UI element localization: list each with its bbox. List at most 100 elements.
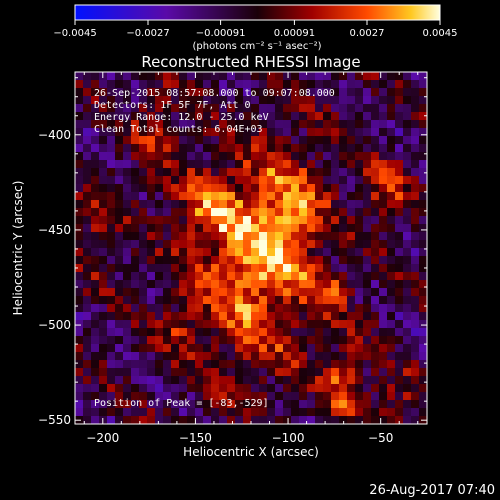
heatmap-cell: [283, 168, 292, 177]
heatmap-cell: [379, 320, 388, 329]
heatmap-cell: [371, 200, 380, 209]
heatmap-cell: [131, 400, 140, 409]
heatmap-cell: [235, 120, 244, 129]
heatmap-cell: [219, 120, 228, 129]
heatmap-cell: [203, 416, 212, 424]
heatmap-cell: [307, 120, 316, 129]
heatmap-cell: [139, 248, 148, 257]
heatmap-cell: [411, 376, 420, 385]
heatmap-cell: [323, 208, 332, 217]
heatmap-cell: [363, 232, 372, 241]
heatmap-cell: [251, 112, 260, 121]
heatmap-cell: [123, 240, 132, 249]
heatmap-cell: [155, 248, 164, 257]
heatmap-cell: [419, 72, 427, 81]
heatmap-cell: [259, 208, 268, 217]
heatmap-cell: [275, 272, 284, 281]
heatmap-cell: [331, 152, 340, 161]
heatmap-cell: [99, 336, 108, 345]
heatmap-cell: [155, 320, 164, 329]
heatmap-cell: [203, 296, 212, 305]
heatmap-cell: [123, 96, 132, 105]
heatmap-cell: [91, 144, 100, 153]
heatmap-cell: [91, 264, 100, 273]
heatmap-cell: [203, 360, 212, 369]
heatmap-cell: [211, 88, 220, 97]
heatmap-cell: [371, 80, 380, 89]
heatmap-cell: [331, 80, 340, 89]
heatmap-cell: [339, 80, 348, 89]
heatmap-cell: [195, 136, 204, 145]
colorbar-label: (photons cm⁻² s⁻¹ asec⁻²): [192, 41, 321, 52]
heatmap-cell: [323, 312, 332, 321]
heatmap-cell: [323, 176, 332, 185]
heatmap-cell: [75, 248, 84, 257]
heatmap-cell: [171, 408, 180, 417]
heatmap-cell: [171, 352, 180, 361]
heatmap-cell: [331, 248, 340, 257]
heatmap-cell: [91, 200, 100, 209]
heatmap-cell: [331, 288, 340, 297]
heatmap-cell: [315, 256, 324, 265]
heatmap-cell: [179, 96, 188, 105]
heatmap-cell: [227, 240, 236, 249]
heatmap-cell: [347, 344, 356, 353]
heatmap-cell: [307, 312, 316, 321]
heatmap-cell: [403, 264, 412, 273]
heatmap-cell: [411, 208, 420, 217]
heatmap-cell: [267, 176, 276, 185]
heatmap-cell: [155, 224, 164, 233]
heatmap-cell: [403, 384, 412, 393]
heatmap-cell: [187, 400, 196, 409]
heatmap-cell: [195, 168, 204, 177]
heatmap-cell: [283, 248, 292, 257]
heatmap-cell: [395, 296, 404, 305]
heatmap-cell: [235, 160, 244, 169]
heatmap-cell: [387, 344, 396, 353]
heatmap-cell: [235, 224, 244, 233]
heatmap-cell: [291, 256, 300, 265]
heatmap-cell: [259, 224, 268, 233]
heatmap-cell: [99, 120, 108, 129]
heatmap-cell: [187, 408, 196, 417]
heatmap-cell: [283, 336, 292, 345]
heatmap-cell: [123, 192, 132, 201]
heatmap-cell: [387, 312, 396, 321]
heatmap-cell: [259, 248, 268, 257]
heatmap-cell: [235, 408, 244, 417]
heatmap-cell: [227, 184, 236, 193]
heatmap-cell: [339, 88, 348, 97]
heatmap-cell: [123, 184, 132, 193]
heatmap-cell: [203, 264, 212, 273]
heatmap-cell: [123, 136, 132, 145]
heatmap-cell: [83, 88, 92, 97]
heatmap-cell: [211, 304, 220, 313]
heatmap-cell: [267, 320, 276, 329]
heatmap-cell: [147, 344, 156, 353]
heatmap-cell: [219, 320, 228, 329]
heatmap-cell: [83, 120, 92, 129]
heatmap-cell: [331, 176, 340, 185]
heatmap-cell: [155, 344, 164, 353]
heatmap-cell: [339, 408, 348, 417]
heatmap-cell: [387, 168, 396, 177]
heatmap-cell: [171, 328, 180, 337]
heatmap-cell: [395, 112, 404, 121]
heatmap-cell: [139, 264, 148, 273]
heatmap-cell: [411, 112, 420, 121]
heatmap-cell: [251, 232, 260, 241]
heatmap-cell: [387, 224, 396, 233]
heatmap-cell: [251, 256, 260, 265]
heatmap-cell: [291, 192, 300, 201]
heatmap-cell: [155, 392, 164, 401]
heatmap-cell: [267, 368, 276, 377]
heatmap-cell: [323, 344, 332, 353]
heatmap-cell: [323, 360, 332, 369]
colorbar-tick-label: −0.0045: [53, 28, 96, 39]
heatmap-cell: [147, 272, 156, 281]
heatmap-cell: [275, 400, 284, 409]
heatmap-cell: [331, 160, 340, 169]
heatmap-cell: [411, 80, 420, 89]
heatmap-cell: [387, 232, 396, 241]
heatmap-cell: [411, 400, 420, 409]
